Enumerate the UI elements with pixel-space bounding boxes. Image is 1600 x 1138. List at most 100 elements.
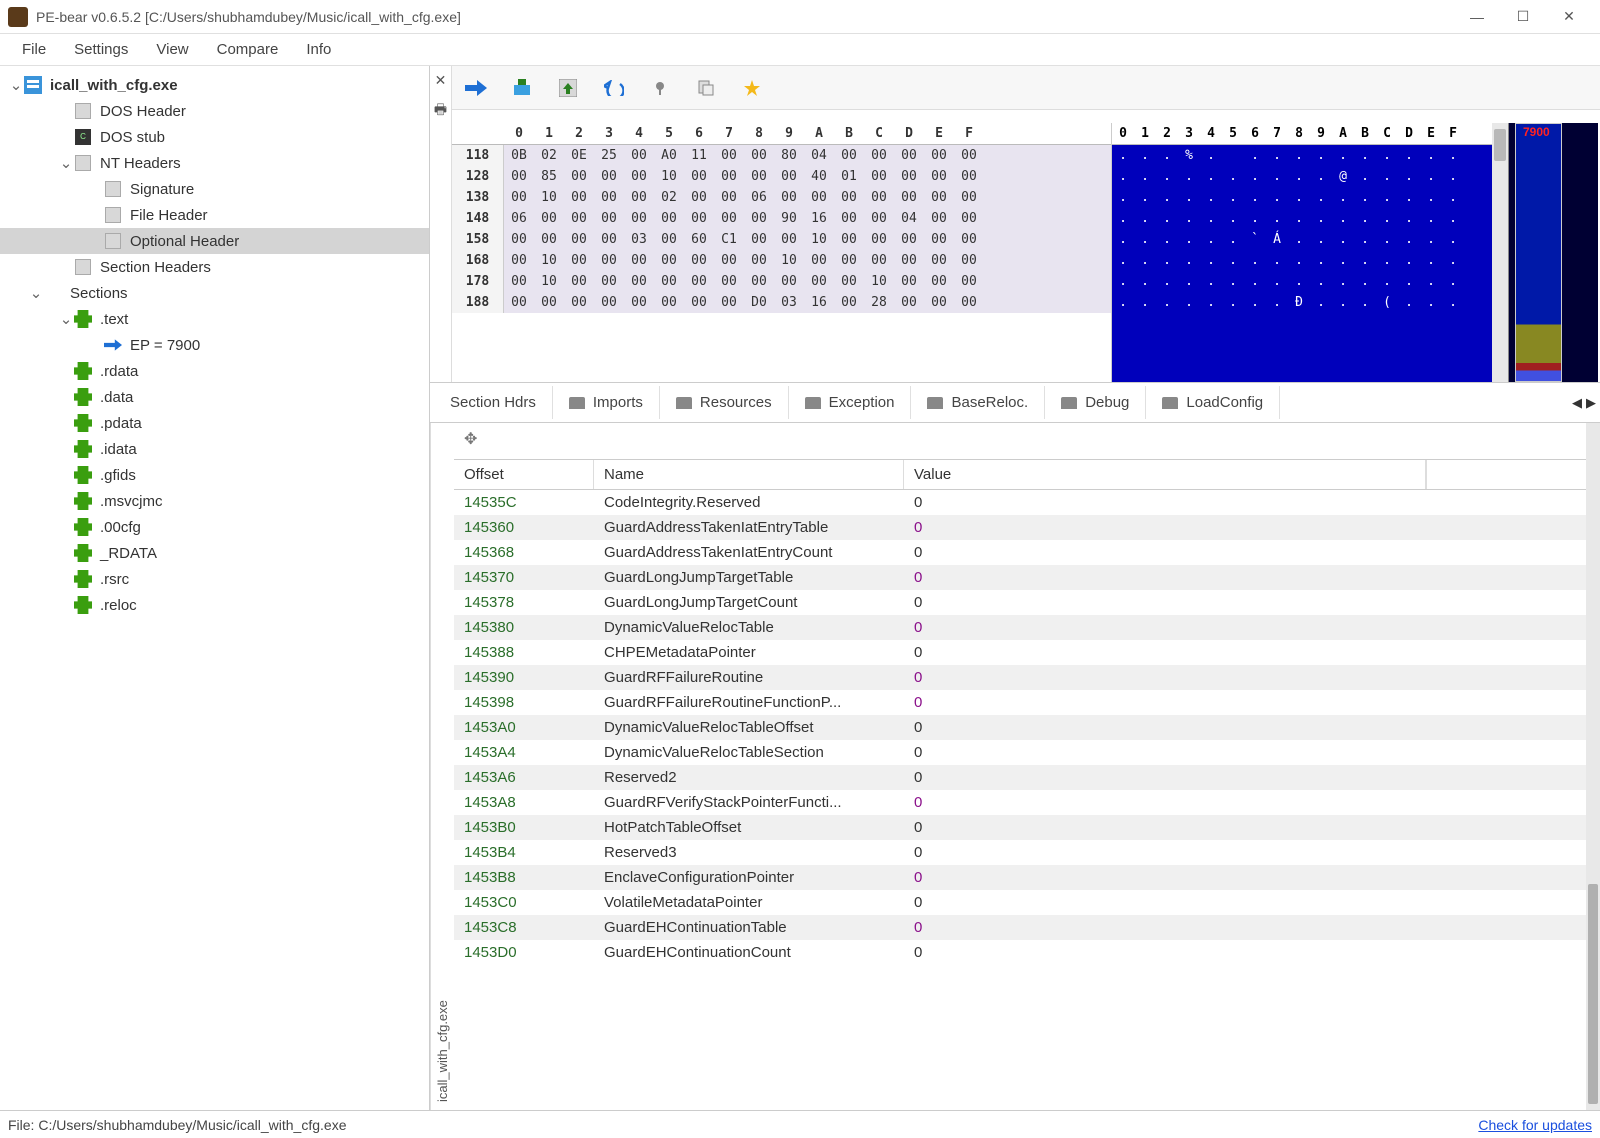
hex-byte[interactable]: 00	[624, 187, 654, 208]
menu-view[interactable]: View	[142, 35, 202, 64]
tab-debug[interactable]: Debug	[1045, 386, 1146, 419]
copy-icon[interactable]	[692, 74, 720, 102]
hex-byte[interactable]: 00	[594, 271, 624, 292]
close-button[interactable]: ✕	[1546, 1, 1592, 33]
hex-byte[interactable]: 11	[684, 145, 714, 166]
table-row[interactable]: 1453A4DynamicValueRelocTableSection0	[454, 740, 1586, 765]
table-scrollbar[interactable]	[1586, 423, 1600, 1110]
star-icon[interactable]	[738, 74, 766, 102]
hex-byte[interactable]: 00	[684, 166, 714, 187]
tree-item[interactable]: EP = 7900	[0, 332, 429, 358]
hex-byte[interactable]: 00	[504, 166, 534, 187]
hex-byte[interactable]: 00	[774, 229, 804, 250]
hex-byte[interactable]: 06	[744, 187, 774, 208]
minimap[interactable]: 7900	[1508, 123, 1598, 382]
ascii-row[interactable]: ................	[1112, 208, 1492, 229]
hex-byte[interactable]: 00	[864, 145, 894, 166]
hex-byte[interactable]: 00	[684, 250, 714, 271]
table-row[interactable]: 145378GuardLongJumpTargetCount0	[454, 590, 1586, 615]
hex-row[interactable]: 1180B020E2500A011000080040000000000	[452, 145, 1111, 166]
hex-byte[interactable]: 00	[654, 229, 684, 250]
hex-byte[interactable]: 00	[744, 208, 774, 229]
hex-byte[interactable]: 00	[924, 250, 954, 271]
hex-byte[interactable]: 00	[894, 292, 924, 313]
hex-byte[interactable]: 00	[834, 145, 864, 166]
col-offset-header[interactable]: Offset	[454, 460, 594, 489]
hex-byte[interactable]: 00	[594, 229, 624, 250]
tree-item[interactable]: .idata	[0, 436, 429, 462]
hex-row[interactable]: 15800000000030060C10000100000000000	[452, 229, 1111, 250]
hex-row[interactable]: 13800100000000200000600000000000000	[452, 187, 1111, 208]
table-row[interactable]: 1453B8EnclaveConfigurationPointer0	[454, 865, 1586, 890]
tree-item[interactable]: .rsrc	[0, 566, 429, 592]
hex-byte[interactable]: 00	[954, 250, 984, 271]
table-row[interactable]: 1453B4Reserved30	[454, 840, 1586, 865]
tree-root[interactable]: ⌄ icall_with_cfg.exe	[0, 72, 429, 98]
table-row[interactable]: 145370GuardLongJumpTargetTable0	[454, 565, 1586, 590]
hex-byte[interactable]: 00	[594, 166, 624, 187]
hex-byte[interactable]: 00	[624, 208, 654, 229]
hex-byte[interactable]: 00	[744, 271, 774, 292]
hex-byte[interactable]: 00	[714, 292, 744, 313]
tree-item[interactable]: .reloc	[0, 592, 429, 618]
print-icon[interactable]: 🖶	[434, 99, 447, 123]
hex-byte[interactable]: 00	[774, 271, 804, 292]
table-row[interactable]: 145390GuardRFFailureRoutine0	[454, 665, 1586, 690]
hex-byte[interactable]: 00	[894, 187, 924, 208]
tree-item[interactable]: .msvcjmc	[0, 488, 429, 514]
hex-byte[interactable]: A0	[654, 145, 684, 166]
hex-byte[interactable]: 00	[684, 271, 714, 292]
ascii-row[interactable]: ..........@.....	[1112, 166, 1492, 187]
hex-byte[interactable]: 00	[624, 166, 654, 187]
tree-item[interactable]: .00cfg	[0, 514, 429, 540]
hex-byte[interactable]: 02	[654, 187, 684, 208]
hex-byte[interactable]: 00	[924, 229, 954, 250]
hex-byte[interactable]: 00	[954, 166, 984, 187]
hex-byte[interactable]: 00	[534, 229, 564, 250]
hex-byte[interactable]: 00	[504, 292, 534, 313]
tree-item[interactable]: File Header	[0, 202, 429, 228]
table-row[interactable]: 145380DynamicValueRelocTable0	[454, 615, 1586, 640]
hex-byte[interactable]: 00	[564, 250, 594, 271]
check-updates-link[interactable]: Check for updates	[1478, 1117, 1592, 1133]
hex-byte[interactable]: 03	[774, 292, 804, 313]
hex-byte[interactable]: 00	[894, 145, 924, 166]
table-row[interactable]: 1453A6Reserved20	[454, 765, 1586, 790]
hex-byte[interactable]: 00	[894, 271, 924, 292]
hex-byte[interactable]: 00	[954, 145, 984, 166]
undo-icon[interactable]	[600, 74, 628, 102]
hex-byte[interactable]: 00	[624, 250, 654, 271]
tree-item[interactable]: .gfids	[0, 462, 429, 488]
hex-byte[interactable]: 03	[624, 229, 654, 250]
hex-byte[interactable]: 0B	[504, 145, 534, 166]
ascii-row[interactable]: ...%. ..........	[1112, 145, 1492, 166]
hex-byte[interactable]: 00	[954, 187, 984, 208]
tree-item[interactable]: DOS Header	[0, 98, 429, 124]
hex-byte[interactable]: 00	[894, 229, 924, 250]
hex-byte[interactable]: 00	[654, 271, 684, 292]
hex-row[interactable]: 17800100000000000000000000010000000	[452, 271, 1111, 292]
hex-byte[interactable]: 00	[534, 208, 564, 229]
table-row[interactable]: 1453A8GuardRFVerifyStackPointerFuncti...…	[454, 790, 1586, 815]
tab-scroll-right[interactable]: ▶	[1586, 395, 1596, 411]
hex-byte[interactable]: 00	[564, 229, 594, 250]
hex-byte[interactable]: 10	[534, 187, 564, 208]
tree-item[interactable]: Signature	[0, 176, 429, 202]
hex-byte[interactable]: 00	[894, 250, 924, 271]
ascii-row[interactable]: ................	[1112, 250, 1492, 271]
pin-icon[interactable]	[646, 74, 674, 102]
hex-byte[interactable]: 00	[714, 271, 744, 292]
hex-byte[interactable]: 80	[774, 145, 804, 166]
hex-byte[interactable]: 00	[684, 187, 714, 208]
table-row[interactable]: 145368GuardAddressTakenIatEntryCount0	[454, 540, 1586, 565]
hex-byte[interactable]: 04	[894, 208, 924, 229]
ascii-row[interactable]: ........Ð...(...	[1112, 292, 1492, 313]
hex-byte[interactable]: 00	[864, 166, 894, 187]
hex-byte[interactable]: 00	[714, 250, 744, 271]
hex-byte[interactable]: 25	[594, 145, 624, 166]
hex-byte[interactable]: 00	[744, 250, 774, 271]
hex-byte[interactable]: 00	[594, 250, 624, 271]
vertical-tab-label[interactable]: icall_with_cfg.exe	[430, 423, 454, 1110]
hex-byte[interactable]: 00	[654, 292, 684, 313]
table-row[interactable]: 1453C0VolatileMetadataPointer0	[454, 890, 1586, 915]
